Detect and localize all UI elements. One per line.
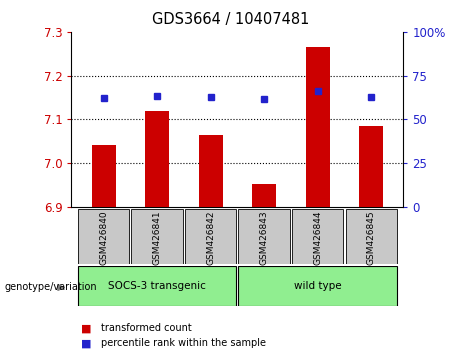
- Text: transformed count: transformed count: [101, 323, 192, 333]
- Bar: [346, 209, 397, 264]
- Text: percentile rank within the sample: percentile rank within the sample: [101, 338, 266, 348]
- Text: GSM426841: GSM426841: [153, 211, 162, 265]
- Text: GSM426845: GSM426845: [367, 211, 376, 265]
- Bar: [238, 266, 397, 306]
- Text: SOCS-3 transgenic: SOCS-3 transgenic: [108, 281, 206, 291]
- Bar: [78, 209, 129, 264]
- Bar: [92, 145, 116, 207]
- Bar: [238, 209, 290, 264]
- Text: ■: ■: [81, 338, 91, 348]
- Text: GSM426844: GSM426844: [313, 211, 322, 265]
- Bar: [252, 184, 276, 207]
- Bar: [359, 126, 383, 207]
- Bar: [306, 47, 330, 207]
- Text: GSM426842: GSM426842: [206, 211, 215, 265]
- Text: ■: ■: [81, 323, 91, 333]
- Text: genotype/variation: genotype/variation: [5, 282, 97, 292]
- Text: GSM426843: GSM426843: [260, 211, 269, 265]
- Bar: [131, 209, 183, 264]
- Text: GSM426840: GSM426840: [99, 211, 108, 265]
- Text: wild type: wild type: [294, 281, 342, 291]
- Bar: [199, 135, 223, 207]
- Bar: [78, 266, 236, 306]
- Text: GDS3664 / 10407481: GDS3664 / 10407481: [152, 12, 309, 27]
- Bar: [145, 111, 169, 207]
- Bar: [185, 209, 236, 264]
- Bar: [292, 209, 343, 264]
